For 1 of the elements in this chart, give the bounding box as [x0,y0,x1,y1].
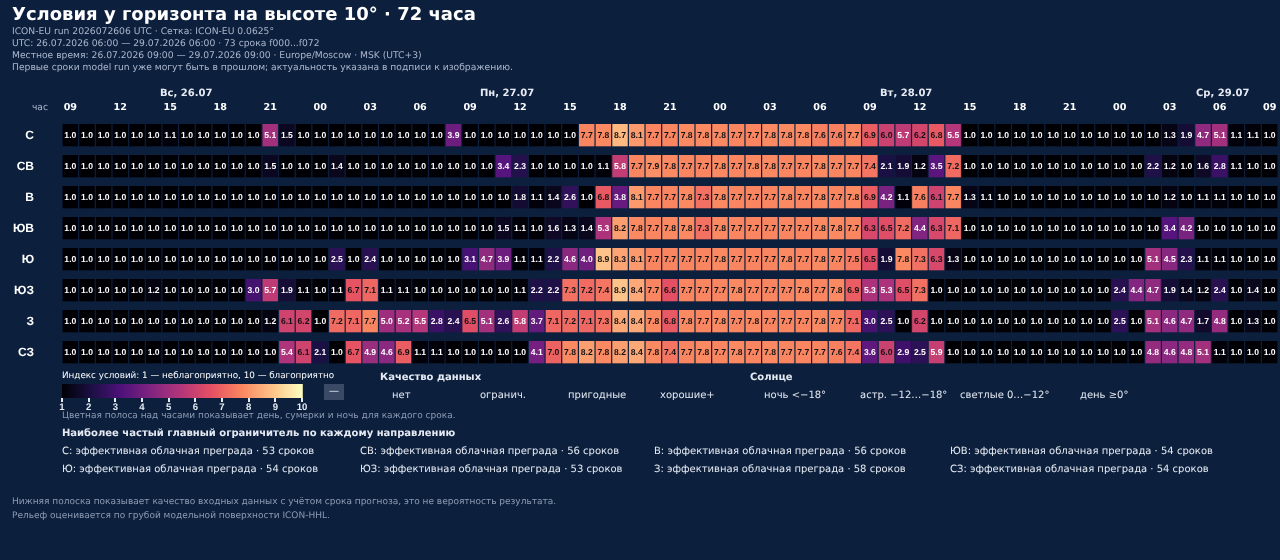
chart-title: Условия у горизонта на высоте 10° · 72 часа [12,6,476,26]
